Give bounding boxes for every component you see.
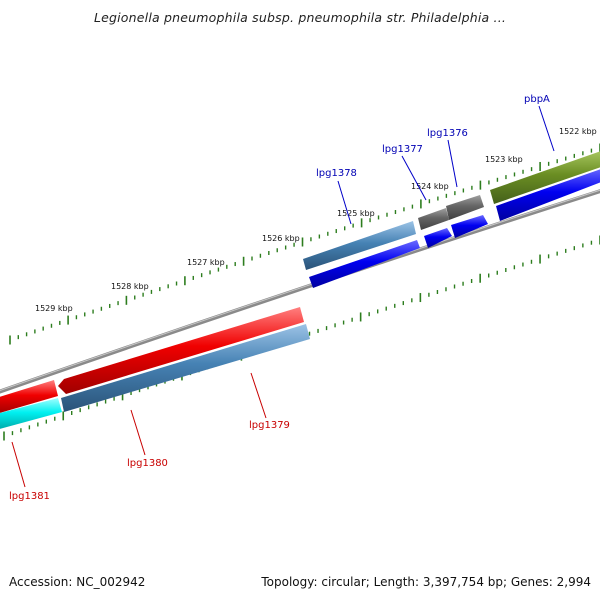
gene-label-lpg1377[interactable]: lpg1377 — [382, 144, 423, 155]
cds-block[interactable] — [424, 228, 452, 248]
gene-label-lpg1380[interactable]: lpg1380 — [127, 458, 168, 469]
gene-pbpA[interactable] — [490, 150, 600, 204]
scale-label: 1529 kbp — [35, 304, 73, 313]
forward-gene-labels: pbpA lpg1376 lpg1377 lpg1378 — [316, 94, 555, 225]
scale-label: 1526 kbp — [262, 234, 300, 243]
forward-gene-track — [303, 150, 600, 270]
reverse-gene-track — [0, 307, 310, 430]
reverse-gene-labels: lpg1379 lpg1380 lpg1381 — [9, 372, 290, 502]
scale-label: 1523 kbp — [485, 155, 523, 164]
cds-block[interactable] — [309, 240, 420, 288]
outer-scale-ticks — [9, 143, 600, 345]
gene-lpg1381-cds[interactable] — [0, 398, 62, 430]
genome-backbone — [0, 189, 600, 394]
gene-label-lpg1379[interactable]: lpg1379 — [249, 420, 290, 431]
gene-label-pbpA[interactable]: pbpA — [524, 94, 550, 105]
gene-lpg1377[interactable] — [418, 208, 449, 230]
gene-label-lpg1378[interactable]: lpg1378 — [316, 168, 357, 179]
scale-label: 1525 kbp — [337, 209, 375, 218]
gene-lpg1379-lpg1380[interactable] — [58, 307, 304, 394]
genome-summary-text: Topology: circular; Length: 3,397,754 bp… — [261, 575, 591, 589]
gene-lpg1376[interactable] — [446, 195, 484, 220]
gene-lpg1379-lpg1380-cds[interactable] — [61, 324, 310, 412]
scale-labels: 1522 kbp 1523 kbp 1524 kbp 1525 kbp 1526… — [35, 127, 597, 313]
gene-label-lpg1381[interactable]: lpg1381 — [9, 491, 50, 502]
cds-block[interactable] — [496, 168, 600, 221]
scale-label: 1528 kbp — [111, 282, 149, 291]
cds-block[interactable] — [451, 215, 488, 238]
forward-cds-track — [309, 168, 600, 288]
accession-text: Accession: NC_002942 — [9, 575, 146, 589]
map-title: Legionella pneumophila subsp. pneumophil… — [93, 10, 507, 25]
scale-label: 1527 kbp — [187, 258, 225, 267]
gene-label-lpg1376[interactable]: lpg1376 — [427, 128, 468, 139]
gene-lpg1378[interactable] — [303, 221, 416, 270]
gene-lpg1381[interactable] — [0, 380, 58, 414]
scale-label: 1522 kbp — [559, 127, 597, 136]
scale-label: 1524 kbp — [411, 182, 449, 191]
